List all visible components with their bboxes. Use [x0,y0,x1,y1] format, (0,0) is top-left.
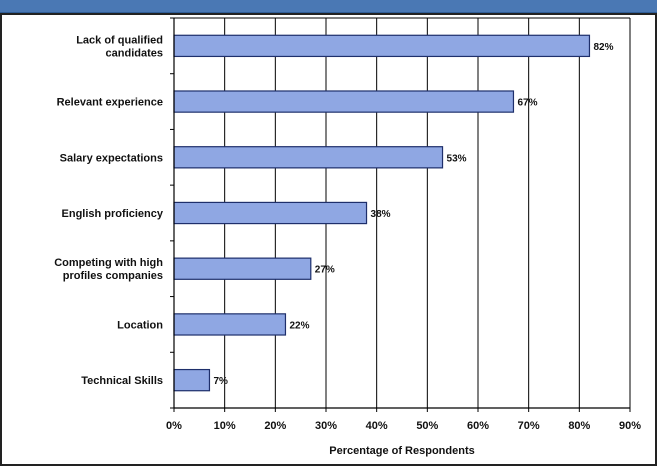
category-label: Competing with high profiles companies [54,257,163,282]
category-label: English proficiency [62,208,164,220]
bars [173,34,591,392]
bar [173,201,368,225]
x-tick-label: 70% [518,420,540,432]
bar [173,368,211,392]
value-label: 82% [593,42,613,53]
x-tick-label: 60% [467,420,489,432]
axes [170,17,631,412]
x-axis-title: Percentage of Respondents [329,445,474,457]
value-label: 38% [371,209,391,220]
value-label: 22% [289,320,309,331]
value-label: 7% [213,376,228,387]
x-tick-label: 20% [264,420,286,432]
chart-border [0,13,657,466]
bar [173,313,287,336]
x-tick-label: 30% [315,420,337,432]
bar [173,90,515,113]
category-label: Lack of qualified candidates [76,34,163,59]
category-label: Location [117,319,163,331]
category-label: Salary expectations [60,152,163,164]
x-tick-label: 90% [619,420,641,432]
x-tick-label: 50% [416,420,438,432]
labels: 0% 10% 20% 30% 40% 50% 60% 70% 80% 90% 82% Lack of … [54,34,641,432]
value-label: 53% [447,153,467,164]
x-tick-label: 80% [568,420,590,432]
bar [173,146,444,169]
value-label: 27% [315,265,335,276]
bar [173,34,591,58]
bar [173,257,312,280]
x-tick-label: 40% [366,420,388,432]
x-tick-label: 0% [166,420,182,432]
category-label: Relevant experience [57,97,163,109]
x-tick-label: 10% [214,420,236,432]
value-label: 67% [517,98,537,109]
category-label: Technical Skills [81,375,163,387]
